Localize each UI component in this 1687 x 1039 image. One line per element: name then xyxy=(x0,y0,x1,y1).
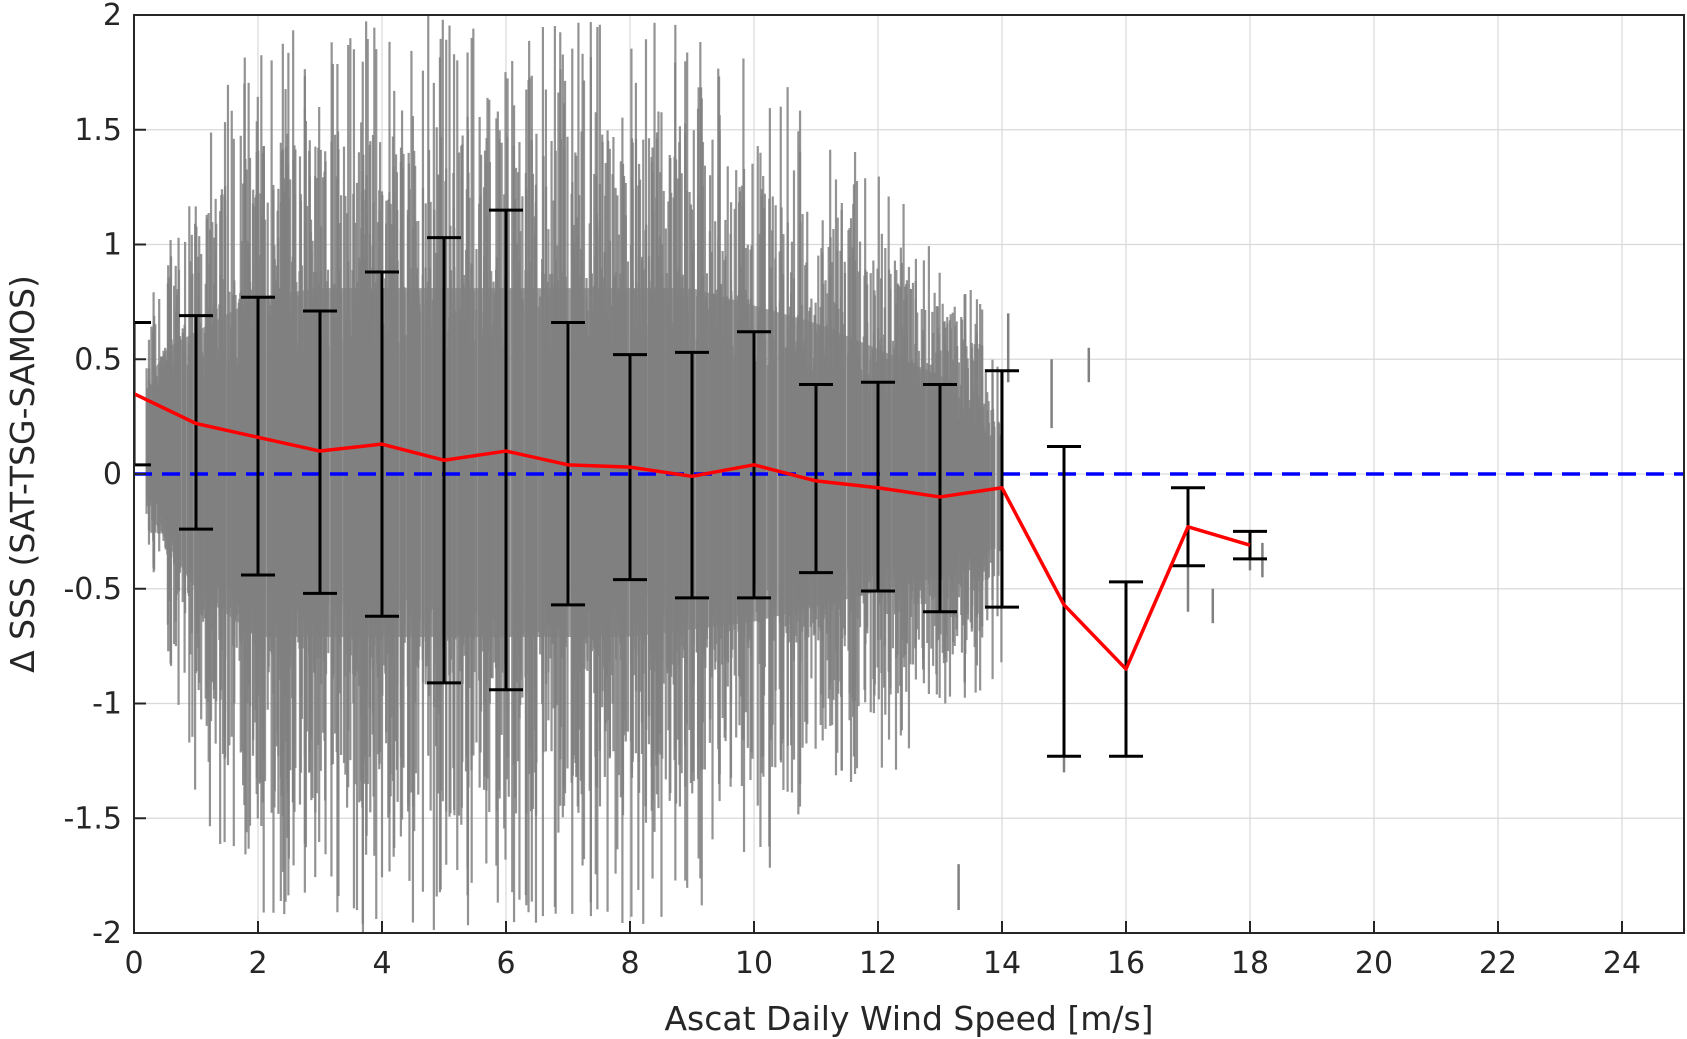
y-tick-label: -1.5 xyxy=(63,801,122,836)
y-tick-label: -0.5 xyxy=(63,572,122,607)
x-tick-label: 22 xyxy=(1479,946,1517,981)
y-axis-ticks: 2 1.5 1 0.5 0 -0.5 -1 -1.5 -2 xyxy=(63,0,146,951)
x-tick-label: 16 xyxy=(1107,946,1145,981)
x-tick-label: 8 xyxy=(620,946,639,981)
y-tick-label: -1 xyxy=(92,687,122,722)
x-tick-label: 18 xyxy=(1231,946,1269,981)
x-tick-label: 12 xyxy=(859,946,897,981)
y-tick-label: -2 xyxy=(92,916,122,951)
x-axis-ticks: 0 2 4 6 8 10 12 14 16 18 20 22 24 xyxy=(124,921,1641,981)
x-tick-label: 24 xyxy=(1603,946,1641,981)
y-tick-label: 0 xyxy=(103,457,122,492)
x-axis-title: Ascat Daily Wind Speed [m/s] xyxy=(664,999,1153,1038)
x-tick-label: 4 xyxy=(372,946,391,981)
x-tick-label: 0 xyxy=(124,946,143,981)
y-tick-label: 0.5 xyxy=(74,342,122,377)
y-tick-label: 1 xyxy=(103,228,122,263)
x-tick-label: 14 xyxy=(983,946,1021,981)
mean-line-path xyxy=(134,392,1251,671)
y-tick-label: 2 xyxy=(103,0,122,33)
x-tick-label: 10 xyxy=(735,946,773,981)
x-tick-label: 2 xyxy=(248,946,267,981)
y-axis-title: Δ SSS (SAT-TSG-SAMOS) xyxy=(3,275,42,673)
mean-line xyxy=(134,392,1251,671)
y-tick-label: 1.5 xyxy=(74,113,122,148)
x-tick-label: 20 xyxy=(1355,946,1393,981)
x-tick-label: 6 xyxy=(496,946,515,981)
